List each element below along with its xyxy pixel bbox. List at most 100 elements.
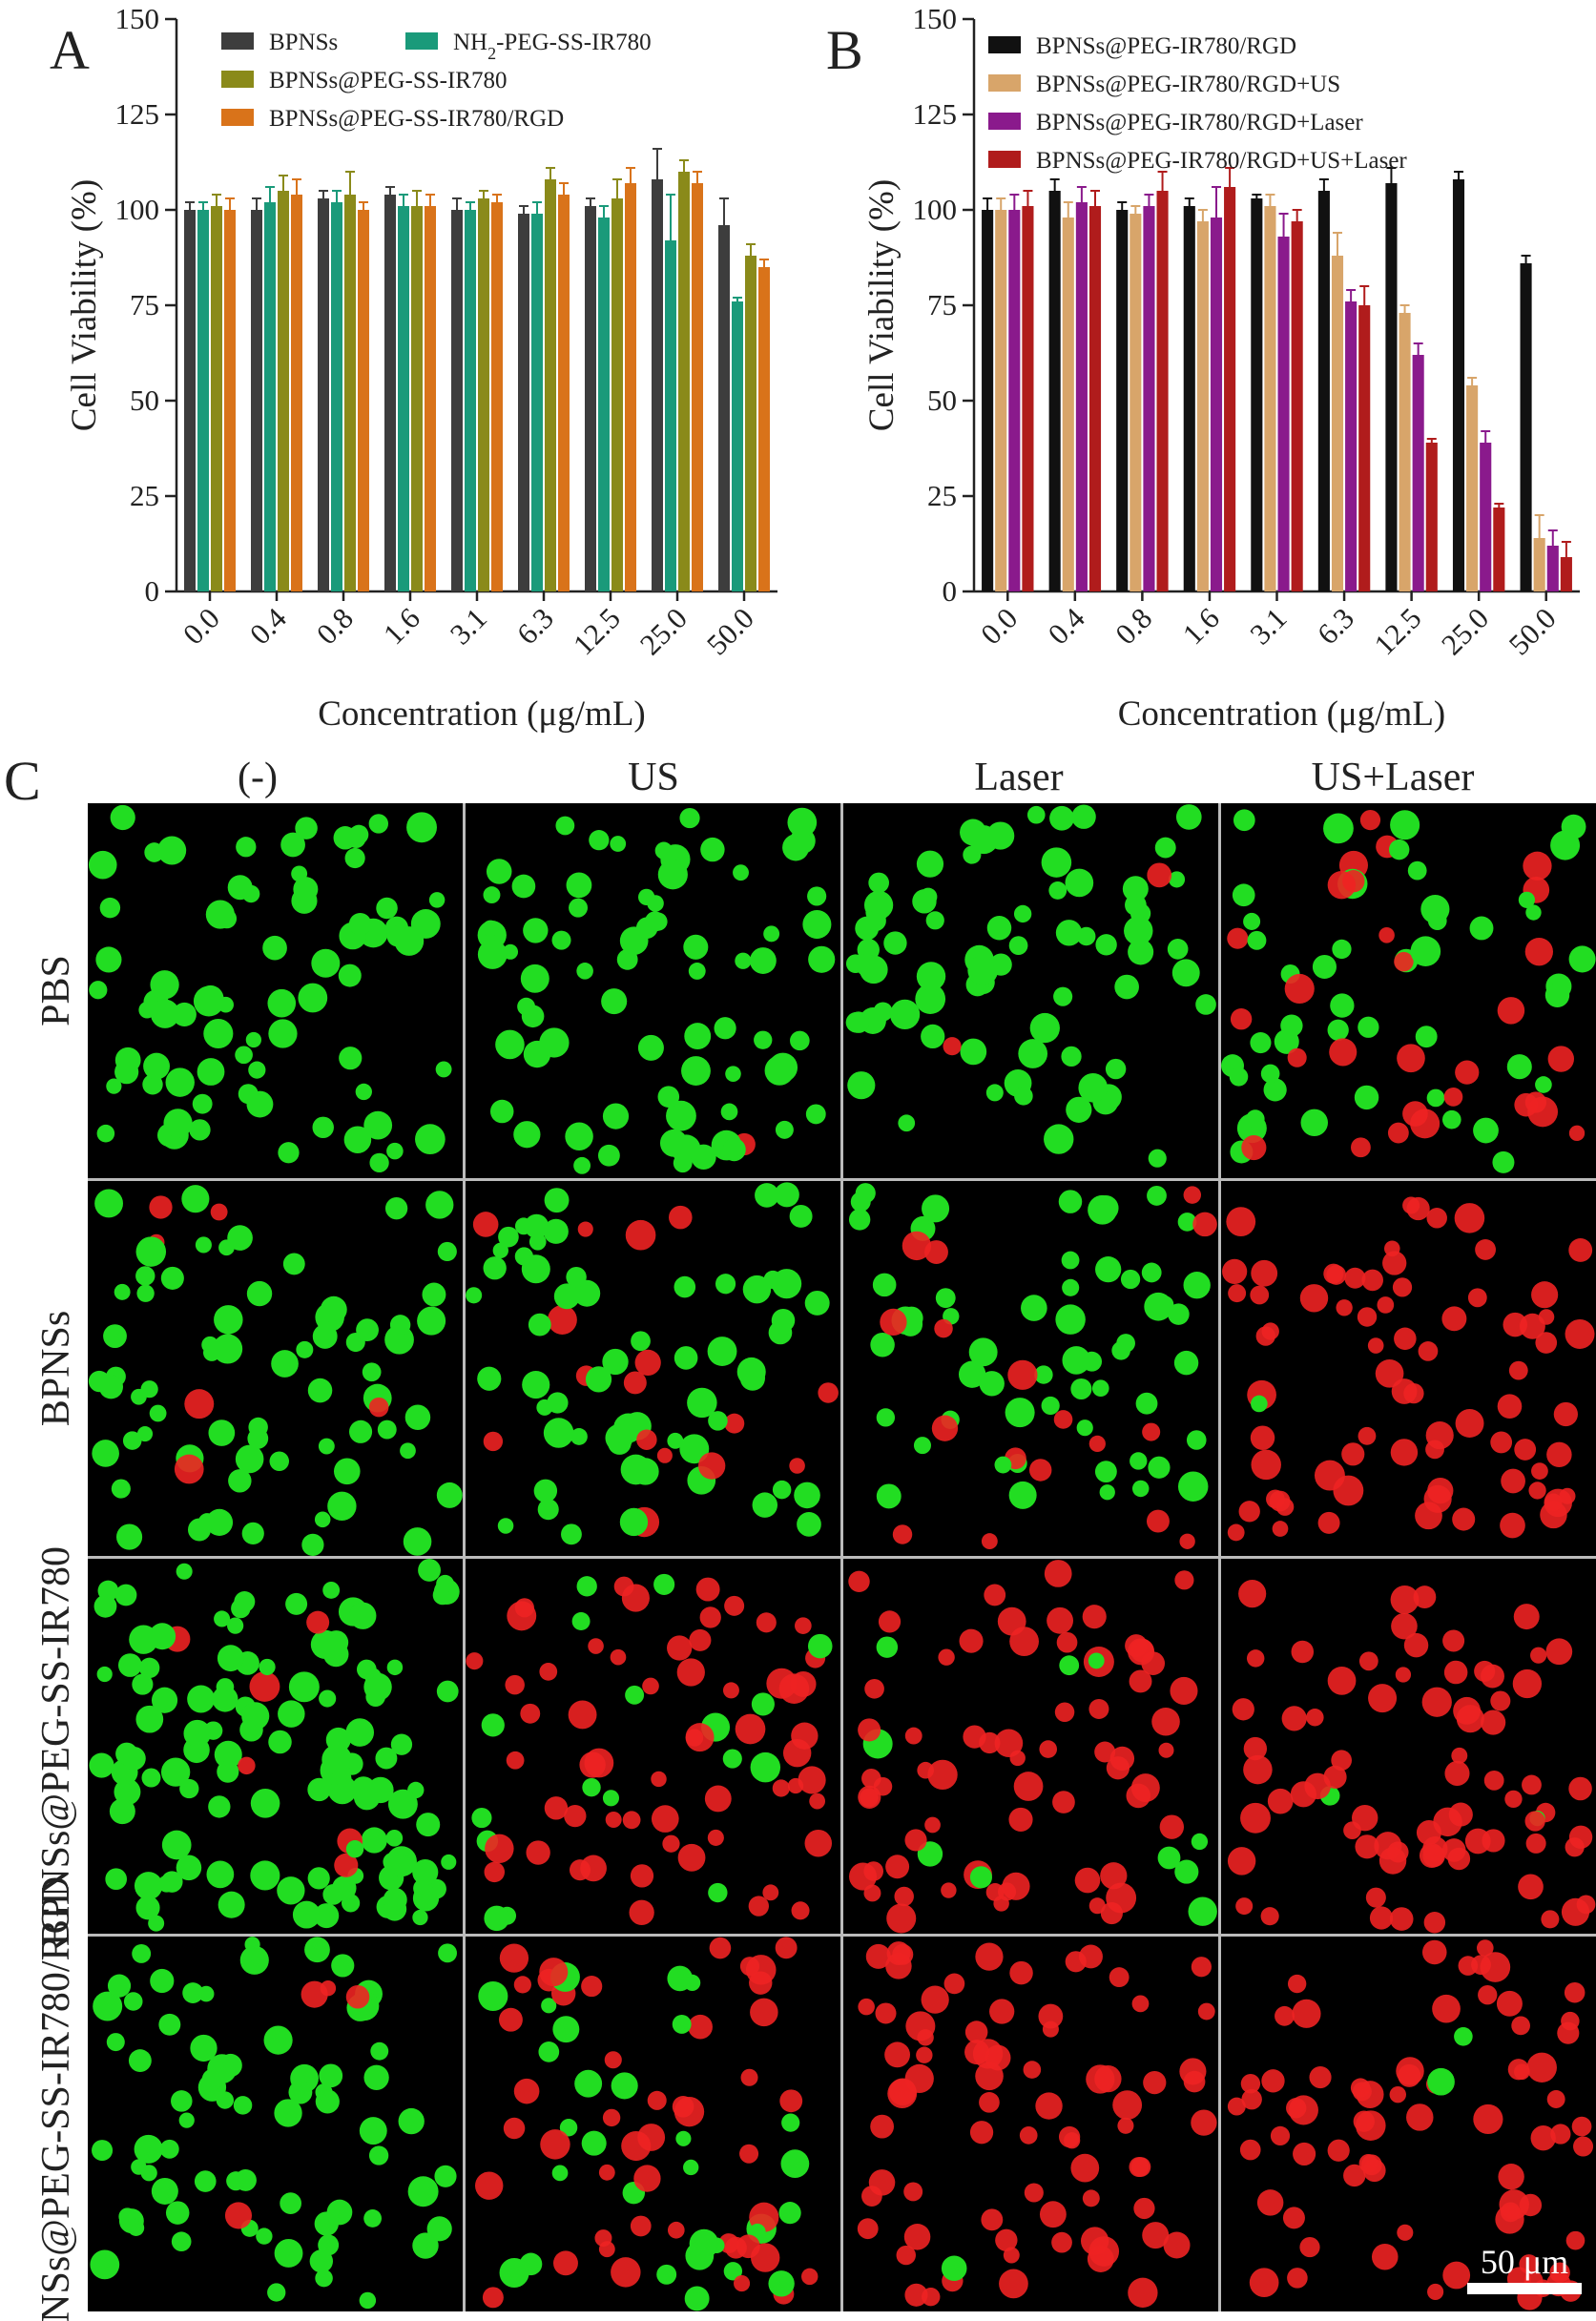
live-cell bbox=[1078, 1072, 1109, 1103]
live-cell bbox=[282, 1253, 305, 1275]
live-cell bbox=[1550, 830, 1581, 860]
dead-cell bbox=[1232, 1698, 1254, 1721]
dead-cell bbox=[513, 2078, 540, 2104]
live-cell bbox=[227, 875, 253, 901]
live-cell bbox=[755, 1183, 779, 1208]
x-tick-label: 0.4 bbox=[243, 601, 294, 652]
live-cell bbox=[99, 897, 121, 919]
dead-cell bbox=[1576, 1895, 1596, 1915]
live-cell bbox=[602, 1348, 629, 1376]
dead-cell bbox=[818, 1382, 839, 1403]
live-cell bbox=[1125, 894, 1147, 916]
live-cell bbox=[365, 1687, 385, 1708]
live-cell bbox=[250, 1860, 280, 1891]
live-cell bbox=[315, 2269, 333, 2288]
live-cell bbox=[657, 860, 688, 890]
live-cell bbox=[520, 964, 549, 993]
dead-cell bbox=[1523, 851, 1552, 881]
live-cell bbox=[898, 1114, 916, 1132]
live-cell bbox=[277, 1876, 305, 1905]
live-cell bbox=[768, 1320, 793, 1345]
live-cell bbox=[637, 1034, 664, 1061]
x-axis-title: Concentration (μg/mL) bbox=[318, 694, 646, 734]
dead-cell bbox=[981, 1533, 998, 1550]
live-cell bbox=[1323, 813, 1354, 844]
dead-cell bbox=[762, 1884, 779, 1901]
dead-cell bbox=[969, 2121, 994, 2145]
live-cell bbox=[245, 1031, 262, 1048]
dead-cell bbox=[1054, 1702, 1075, 1723]
bar bbox=[652, 179, 663, 591]
live-cell bbox=[192, 1093, 213, 1114]
bar bbox=[251, 210, 262, 591]
live-cell bbox=[1148, 1149, 1167, 1168]
dead-cell bbox=[475, 2171, 504, 2200]
dead-cell bbox=[685, 1723, 715, 1752]
live-cell bbox=[406, 812, 437, 843]
dead-cell bbox=[1526, 2052, 1557, 2083]
dead-cell bbox=[724, 1595, 745, 1616]
live-cell bbox=[524, 1213, 549, 1239]
bar bbox=[1075, 202, 1088, 591]
bar bbox=[411, 206, 423, 591]
dead-cell bbox=[1568, 1776, 1592, 1801]
live-cell bbox=[195, 1236, 212, 1254]
dead-cell bbox=[651, 1805, 679, 1833]
dead-cell bbox=[1228, 1284, 1247, 1303]
micrograph-tile bbox=[88, 1181, 463, 1556]
dead-cell bbox=[1243, 1736, 1268, 1761]
live-cell bbox=[1167, 939, 1189, 960]
live-cell bbox=[1048, 881, 1067, 900]
bar bbox=[531, 214, 543, 591]
dead-cell bbox=[1427, 2283, 1444, 2300]
bar bbox=[425, 206, 436, 591]
dead-cell bbox=[1088, 1435, 1106, 1453]
dead-cell bbox=[1183, 1186, 1202, 1204]
dead-cell bbox=[1053, 1410, 1073, 1429]
live-cell bbox=[417, 1306, 446, 1336]
live-cell bbox=[1091, 1379, 1109, 1398]
dead-cell bbox=[547, 1305, 577, 1335]
dead-cell bbox=[1251, 1259, 1278, 1287]
dead-cell bbox=[1504, 1790, 1523, 1809]
dead-cell bbox=[917, 1761, 935, 1779]
bar bbox=[1520, 263, 1532, 591]
live-cell bbox=[916, 850, 944, 878]
live-cell bbox=[1061, 1046, 1082, 1067]
bar bbox=[625, 183, 636, 591]
dead-cell bbox=[809, 1793, 826, 1810]
live-cell bbox=[657, 1086, 680, 1109]
live-cell bbox=[722, 1137, 746, 1162]
live-cell bbox=[1008, 936, 1028, 956]
dead-cell bbox=[594, 2229, 612, 2248]
dead-cell bbox=[1039, 2201, 1067, 2228]
live-cell bbox=[1021, 1295, 1047, 1321]
dead-cell bbox=[1241, 2088, 1262, 2110]
live-cell bbox=[214, 1610, 231, 1627]
dead-cell bbox=[1397, 2224, 1414, 2241]
dead-cell bbox=[735, 1713, 766, 1745]
dead-cell bbox=[1564, 1981, 1586, 2003]
dead-cell bbox=[1355, 2110, 1386, 2141]
live-cell bbox=[1327, 1019, 1349, 1041]
live-cell bbox=[438, 1943, 457, 1963]
live-cell bbox=[110, 804, 135, 831]
dead-cell bbox=[1524, 937, 1554, 966]
dead-cell bbox=[238, 1756, 256, 1775]
dead-cell bbox=[857, 2218, 879, 2240]
dead-cell bbox=[539, 1958, 569, 1987]
dead-cell bbox=[1238, 1580, 1267, 1608]
dead-cell bbox=[1524, 1091, 1546, 1113]
dead-cell bbox=[1444, 1760, 1470, 1786]
live-cell bbox=[92, 2140, 114, 2162]
bar bbox=[982, 210, 994, 591]
live-cell bbox=[345, 1839, 364, 1858]
live-cell bbox=[436, 1680, 459, 1703]
dead-cell bbox=[1227, 927, 1249, 949]
dead-cell bbox=[544, 1796, 569, 1820]
live-cell bbox=[122, 1431, 142, 1450]
live-cell bbox=[150, 999, 180, 1028]
live-cell bbox=[189, 1119, 211, 1141]
live-cell bbox=[539, 1027, 570, 1058]
bar bbox=[558, 195, 570, 591]
